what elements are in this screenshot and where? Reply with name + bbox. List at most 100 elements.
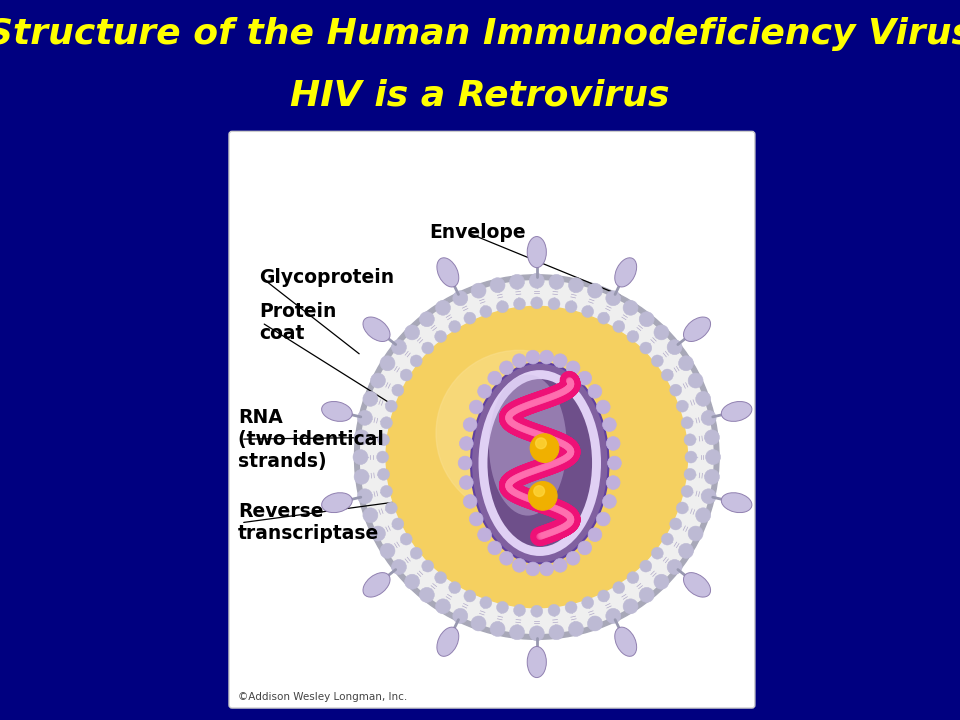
Circle shape — [478, 384, 492, 398]
Circle shape — [553, 354, 567, 368]
Circle shape — [464, 312, 476, 324]
Circle shape — [667, 340, 682, 355]
Circle shape — [480, 305, 492, 318]
Circle shape — [596, 512, 611, 526]
Circle shape — [706, 449, 721, 464]
Circle shape — [549, 274, 564, 289]
Text: ©Addison Wesley Longman, Inc.: ©Addison Wesley Longman, Inc. — [238, 693, 407, 702]
Circle shape — [488, 372, 502, 385]
Circle shape — [588, 616, 603, 631]
Text: Envelope: Envelope — [429, 223, 526, 243]
Circle shape — [499, 361, 514, 374]
Circle shape — [588, 528, 602, 541]
Circle shape — [654, 575, 669, 589]
Circle shape — [582, 597, 593, 608]
Circle shape — [490, 278, 505, 292]
Circle shape — [667, 559, 682, 575]
Circle shape — [405, 325, 420, 340]
Circle shape — [380, 417, 393, 428]
Circle shape — [361, 281, 713, 634]
Circle shape — [651, 355, 663, 367]
Circle shape — [480, 597, 492, 608]
Circle shape — [471, 283, 486, 298]
Circle shape — [548, 298, 560, 310]
Text: Protein
coat: Protein coat — [259, 302, 336, 343]
Circle shape — [603, 495, 616, 508]
Circle shape — [639, 342, 652, 354]
Circle shape — [565, 301, 577, 312]
Circle shape — [490, 621, 505, 636]
Circle shape — [688, 373, 703, 388]
Circle shape — [421, 342, 434, 354]
Circle shape — [696, 508, 710, 523]
Circle shape — [435, 330, 446, 343]
Circle shape — [530, 433, 559, 462]
Circle shape — [376, 451, 389, 463]
Circle shape — [488, 541, 502, 555]
Circle shape — [354, 469, 369, 485]
Circle shape — [478, 528, 492, 541]
Circle shape — [510, 625, 524, 639]
Circle shape — [357, 410, 372, 426]
Circle shape — [681, 417, 693, 428]
Circle shape — [566, 361, 580, 374]
Circle shape — [612, 582, 625, 593]
Circle shape — [639, 588, 654, 603]
Circle shape — [453, 608, 468, 624]
Circle shape — [661, 369, 673, 381]
Circle shape — [627, 572, 638, 584]
Ellipse shape — [721, 492, 752, 513]
Circle shape — [566, 552, 580, 565]
Circle shape — [696, 392, 710, 406]
Circle shape — [436, 599, 450, 613]
Circle shape — [582, 305, 593, 318]
Ellipse shape — [721, 402, 752, 421]
Circle shape — [606, 608, 621, 624]
Circle shape — [357, 489, 372, 504]
Circle shape — [536, 438, 546, 449]
Circle shape — [598, 312, 610, 324]
Circle shape — [670, 518, 682, 530]
Circle shape — [453, 291, 468, 306]
Circle shape — [469, 400, 483, 414]
Circle shape — [460, 436, 473, 450]
Circle shape — [531, 606, 542, 617]
Circle shape — [684, 468, 696, 480]
Circle shape — [553, 559, 567, 572]
Ellipse shape — [488, 379, 592, 547]
Circle shape — [607, 436, 620, 450]
Circle shape — [568, 278, 584, 292]
Circle shape — [377, 434, 390, 446]
Ellipse shape — [684, 317, 710, 341]
Circle shape — [705, 430, 719, 445]
FancyBboxPatch shape — [229, 131, 755, 708]
Circle shape — [460, 476, 473, 490]
Circle shape — [627, 330, 638, 343]
Circle shape — [513, 559, 526, 572]
Circle shape — [385, 502, 397, 514]
Circle shape — [540, 350, 554, 364]
Circle shape — [410, 355, 422, 367]
Text: Structure of the Human Immunodeficiency Virus: Structure of the Human Immunodeficiency … — [0, 17, 960, 51]
Circle shape — [464, 418, 477, 431]
Circle shape — [548, 604, 560, 616]
Circle shape — [469, 512, 483, 526]
Circle shape — [670, 384, 682, 396]
Circle shape — [354, 275, 719, 639]
Circle shape — [529, 274, 544, 288]
Circle shape — [701, 410, 716, 426]
Circle shape — [380, 485, 393, 498]
Circle shape — [623, 599, 638, 613]
Circle shape — [607, 476, 620, 490]
Ellipse shape — [614, 258, 636, 287]
Circle shape — [612, 320, 625, 333]
Circle shape — [464, 590, 476, 602]
Circle shape — [528, 482, 557, 510]
Ellipse shape — [363, 572, 390, 597]
Circle shape — [392, 384, 404, 396]
Circle shape — [661, 533, 673, 545]
Circle shape — [705, 469, 719, 485]
Circle shape — [679, 356, 693, 371]
Circle shape — [371, 373, 385, 388]
Circle shape — [639, 560, 652, 572]
